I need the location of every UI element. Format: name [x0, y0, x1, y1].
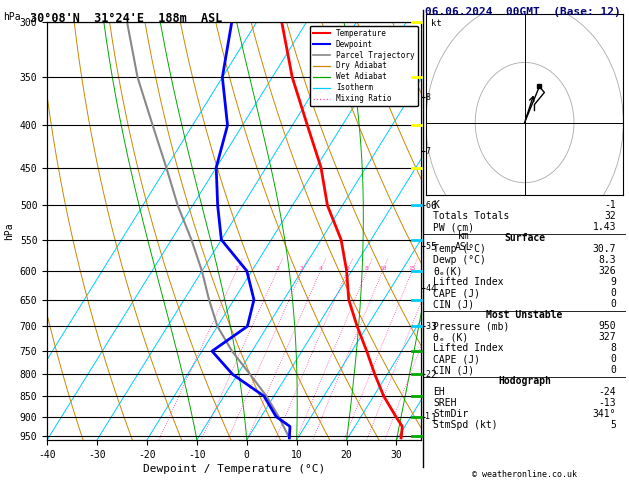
- Text: 0: 0: [610, 288, 616, 298]
- Text: -1: -1: [604, 200, 616, 210]
- Text: -24: -24: [599, 387, 616, 398]
- Text: θₑ (K): θₑ (K): [433, 332, 468, 342]
- Text: Temp (°C): Temp (°C): [433, 244, 486, 254]
- Text: PW (cm): PW (cm): [433, 222, 474, 232]
- Text: Most Unstable: Most Unstable: [486, 310, 563, 320]
- Text: 32: 32: [604, 211, 616, 221]
- Text: θₑ(K): θₑ(K): [433, 266, 462, 276]
- Text: 7: 7: [425, 147, 430, 156]
- Text: 3: 3: [300, 266, 304, 271]
- Text: 06.06.2024  00GMT  (Base: 12): 06.06.2024 00GMT (Base: 12): [425, 7, 620, 17]
- Y-axis label: hPa: hPa: [4, 222, 14, 240]
- Text: 8: 8: [365, 266, 369, 271]
- Text: Lifted Index: Lifted Index: [433, 277, 503, 287]
- Text: 15: 15: [408, 266, 416, 271]
- Text: 1: 1: [425, 412, 430, 421]
- Text: CAPE (J): CAPE (J): [433, 288, 480, 298]
- Text: 2: 2: [425, 370, 430, 379]
- Text: 8: 8: [425, 93, 430, 102]
- Text: 8: 8: [610, 343, 616, 353]
- Text: 5: 5: [425, 242, 430, 251]
- Text: 6: 6: [425, 201, 430, 210]
- Text: 1.43: 1.43: [593, 222, 616, 232]
- Text: Lifted Index: Lifted Index: [433, 343, 503, 353]
- Text: © weatheronline.co.uk: © weatheronline.co.uk: [472, 469, 577, 479]
- X-axis label: Dewpoint / Temperature (°C): Dewpoint / Temperature (°C): [143, 464, 325, 474]
- Text: 0: 0: [610, 299, 616, 309]
- Text: 8.3: 8.3: [599, 255, 616, 265]
- Text: 30°08'N  31°24'E  188m  ASL: 30°08'N 31°24'E 188m ASL: [30, 12, 222, 25]
- Text: 0: 0: [610, 354, 616, 364]
- Text: -13: -13: [599, 399, 616, 408]
- Text: Hodograph: Hodograph: [498, 376, 551, 386]
- Text: 950: 950: [599, 321, 616, 331]
- Text: SREH: SREH: [433, 399, 457, 408]
- Text: 5: 5: [610, 420, 616, 431]
- Text: Surface: Surface: [504, 233, 545, 243]
- Text: CIN (J): CIN (J): [433, 365, 474, 375]
- Text: 30.7: 30.7: [593, 244, 616, 254]
- Text: 327: 327: [599, 332, 616, 342]
- Legend: Temperature, Dewpoint, Parcel Trajectory, Dry Adiabat, Wet Adiabat, Isotherm, Mi: Temperature, Dewpoint, Parcel Trajectory…: [310, 26, 418, 106]
- Text: 4: 4: [318, 266, 322, 271]
- Text: 2: 2: [275, 266, 279, 271]
- Text: K: K: [433, 200, 439, 210]
- Text: EH: EH: [433, 387, 445, 398]
- Text: StmDir: StmDir: [433, 409, 468, 419]
- Text: 326: 326: [599, 266, 616, 276]
- Text: CIN (J): CIN (J): [433, 299, 474, 309]
- Text: 1: 1: [235, 266, 238, 271]
- Text: 341°: 341°: [593, 409, 616, 419]
- Text: kt: kt: [431, 19, 442, 28]
- Text: StmSpd (kt): StmSpd (kt): [433, 420, 498, 431]
- Text: 0: 0: [610, 365, 616, 375]
- Text: 3: 3: [425, 322, 430, 331]
- Text: Pressure (mb): Pressure (mb): [433, 321, 509, 331]
- Text: 10: 10: [379, 266, 386, 271]
- Text: hPa: hPa: [3, 12, 21, 22]
- Text: 6: 6: [345, 266, 349, 271]
- Text: Totals Totals: Totals Totals: [433, 211, 509, 221]
- Text: CAPE (J): CAPE (J): [433, 354, 480, 364]
- Y-axis label: km
ASL: km ASL: [455, 231, 473, 252]
- Text: Dewp (°C): Dewp (°C): [433, 255, 486, 265]
- Text: 9: 9: [610, 277, 616, 287]
- Text: 4: 4: [425, 284, 430, 293]
